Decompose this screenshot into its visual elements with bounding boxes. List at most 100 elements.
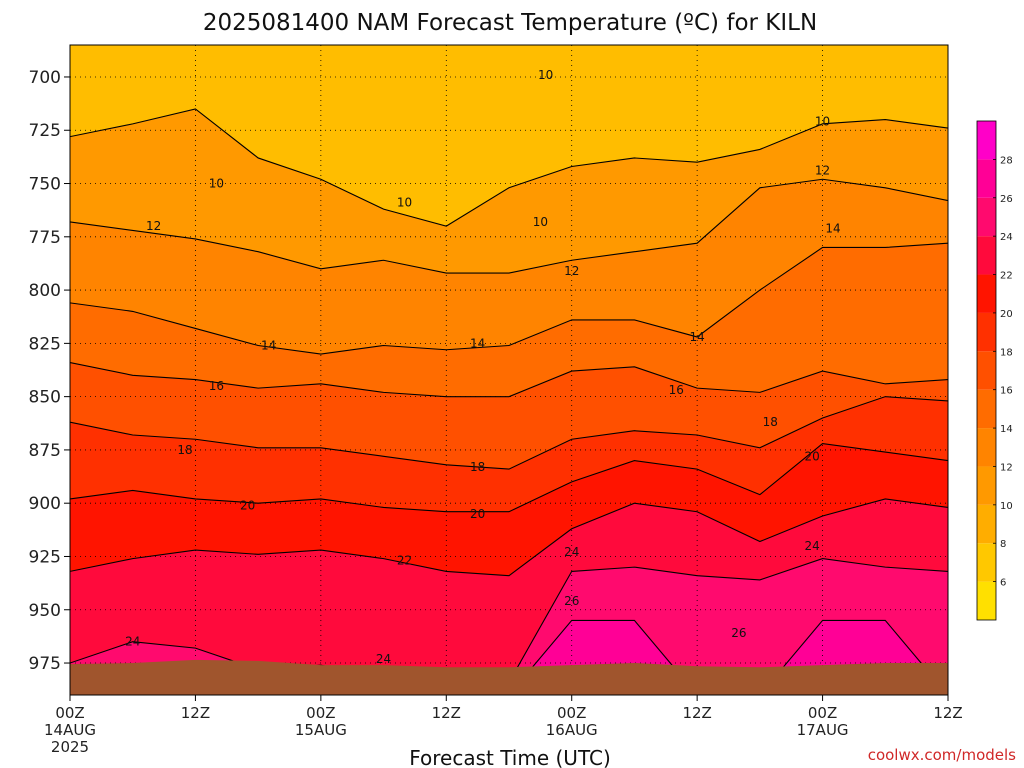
x-year-label: 2025 <box>51 738 89 756</box>
colorbar: 6 8 10 12 14 16 18 20 22 24 26 28 <box>976 120 1013 621</box>
isotherm-label: 14 <box>261 338 276 352</box>
y-tick-label: 725 <box>29 121 61 141</box>
colorbar-label: 10 <box>1000 501 1013 512</box>
colorbar-label: 20 <box>1000 309 1013 320</box>
x-tick-label: 00Z <box>808 704 837 722</box>
y-tick-label: 800 <box>29 281 61 301</box>
isotherm-label: 14 <box>825 221 840 235</box>
temperature-bands <box>70 45 948 695</box>
isotherm-label: 14 <box>470 336 485 350</box>
x-tick-label: 12Z <box>432 704 461 722</box>
isotherm-label: 12 <box>815 164 830 178</box>
plot-area: 10 10 10 10 10 12 12 12 14 14 14 14 16 16 18 18 18 20 20 20… <box>69 44 949 696</box>
isotherm-label: 16 <box>209 379 224 393</box>
colorbar-bin <box>977 121 996 160</box>
colorbar-bin <box>977 466 996 505</box>
colorbar-label: 24 <box>1000 232 1013 243</box>
colorbar-bin <box>977 197 996 237</box>
isotherm-18 <box>70 396 948 470</box>
colorbar-bin <box>977 389 996 429</box>
isotherm-label: 20 <box>470 507 485 521</box>
colorbar-bin <box>977 159 996 198</box>
isotherm-label: 20 <box>804 449 819 463</box>
isotherm-label: 22 <box>397 554 412 568</box>
isotherm-label: 24 <box>564 545 579 559</box>
colorbar-bin <box>977 504 996 544</box>
isotherm-label: 12 <box>146 219 161 233</box>
x-axis-label: Forecast Time (UTC) <box>409 746 611 768</box>
isotherm-20 <box>70 442 948 513</box>
colorbar-label: 22 <box>1000 271 1013 282</box>
y-tick-label: 825 <box>29 334 61 354</box>
isotherm-label: 10 <box>397 196 412 210</box>
colorbar-bin <box>977 428 996 467</box>
isotherm-label: 10 <box>538 68 553 82</box>
isotherm-label: 14 <box>690 330 705 344</box>
colorbar-bin <box>977 351 996 390</box>
isotherm-label: 18 <box>763 415 778 429</box>
plot-frame <box>69 44 949 696</box>
colorbar-label: 28 <box>1000 155 1013 166</box>
isotherm-label: 24 <box>125 635 140 649</box>
colorbar-label: 6 <box>1000 578 1006 589</box>
chart-title: 2025081400 NAM Forecast Temperature (ºC)… <box>203 10 817 36</box>
x-tick-label: 00Z <box>55 704 84 722</box>
y-tick-label: 700 <box>29 68 61 88</box>
ground-terrain <box>70 659 948 695</box>
isotherm-label: 24 <box>376 652 391 666</box>
colorbar-label: 18 <box>1000 347 1013 358</box>
y-axis: 700 725 750 775 800 825 850 875 900 925 950 975 <box>29 68 70 674</box>
isotherm-label: 26 <box>564 594 579 608</box>
isotherm-label: 10 <box>815 115 830 129</box>
y-tick-label: 875 <box>29 441 61 461</box>
isotherm-label: 16 <box>669 383 684 397</box>
isotherm-16 <box>70 362 948 398</box>
isotherm-label: 20 <box>240 498 255 512</box>
x-date-label: 14AUG <box>44 721 96 739</box>
isotherm-26 <box>70 619 948 695</box>
isotherm-14 <box>70 242 948 355</box>
x-tick-label: 12Z <box>181 704 210 722</box>
x-tick-label: 12Z <box>682 704 711 722</box>
band-24 <box>70 558 948 695</box>
colorbar-label: 14 <box>1000 424 1013 435</box>
colorbar-label: 16 <box>1000 386 1013 397</box>
colorbar-frame <box>976 120 997 621</box>
credit-text: coolwx.com/models <box>868 746 1016 764</box>
isotherm-label: 24 <box>804 539 819 553</box>
colorbar-bin <box>977 236 996 275</box>
y-tick-label: 850 <box>29 388 61 408</box>
isotherm-12 <box>70 178 948 274</box>
isotherm-label: 18 <box>177 443 192 457</box>
isotherm-label: 18 <box>470 460 485 474</box>
colorbar-bin <box>977 274 996 313</box>
colorbar-bin <box>977 543 996 582</box>
y-tick-label: 900 <box>29 494 61 514</box>
isotherm-labels: 10 10 10 10 10 12 12 12 14 14 14 14 16 16 18 18 18 20 20 20… <box>125 68 841 666</box>
x-date-label: 16AUG <box>546 721 598 739</box>
isotherm-lines <box>70 108 948 695</box>
x-date-label: 17AUG <box>797 721 849 739</box>
colorbar-label: 26 <box>1000 194 1013 205</box>
isotherm-10 <box>70 108 948 227</box>
y-tick-label: 975 <box>29 654 61 674</box>
colorbar-bin <box>977 312 996 352</box>
colorbar-bin <box>977 581 996 620</box>
y-tick-label: 750 <box>29 175 61 195</box>
isotherm-label: 12 <box>564 264 579 278</box>
x-tick-label: 00Z <box>306 704 335 722</box>
colorbar-label: 12 <box>1000 462 1013 473</box>
isotherm-22 <box>70 498 948 577</box>
colorbar-label: 8 <box>1000 539 1006 550</box>
x-date-label: 15AUG <box>295 721 347 739</box>
isotherm-label: 10 <box>533 215 548 229</box>
isotherm-label: 26 <box>731 626 746 640</box>
isotherm-label: 10 <box>209 177 224 191</box>
x-tick-label: 12Z <box>933 704 962 722</box>
y-tick-label: 925 <box>29 547 61 567</box>
y-tick-label: 775 <box>29 228 61 248</box>
x-tick-label: 00Z <box>557 704 586 722</box>
y-tick-label: 950 <box>29 601 61 621</box>
